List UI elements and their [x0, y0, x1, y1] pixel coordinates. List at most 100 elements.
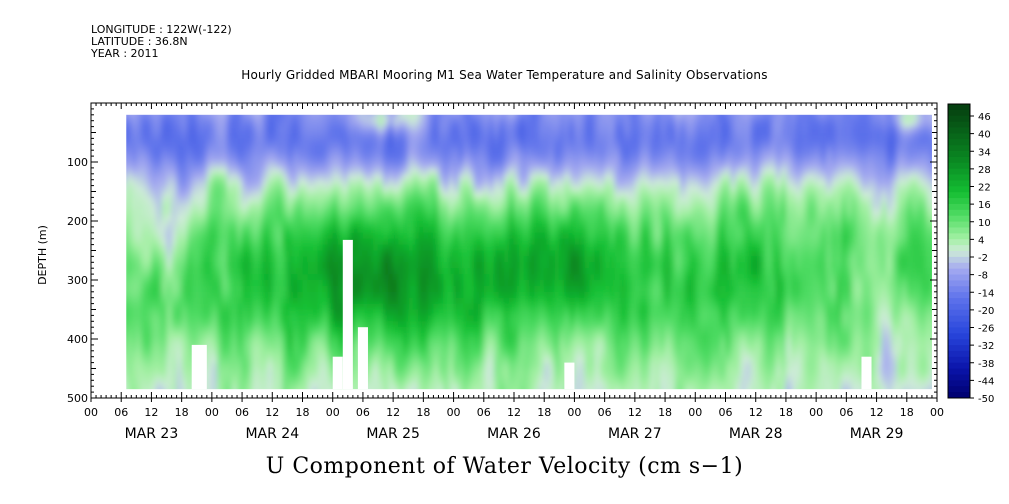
heatmap-cell: [151, 368, 158, 375]
heatmap-cell: [131, 120, 137, 128]
heatmap-cell: [332, 321, 339, 328]
heatmap-cell: [136, 162, 142, 169]
heatmap-cell: [503, 150, 510, 157]
heatmap-cell: [468, 368, 475, 375]
heatmap-cell: [196, 274, 203, 281]
heatmap-cell: [146, 285, 153, 293]
heatmap-cell: [559, 268, 565, 275]
heatmap-cell: [468, 244, 475, 252]
heatmap-cell: [579, 244, 586, 252]
heatmap-cell: [186, 333, 193, 340]
heatmap-cell: [418, 374, 424, 381]
heatmap-cell: [221, 285, 228, 293]
heatmap-cell: [589, 132, 596, 139]
heatmap-cell: [519, 150, 525, 157]
heatmap-cell: [604, 179, 611, 187]
heatmap-cell: [282, 321, 288, 328]
heatmap-cell: [267, 356, 273, 364]
heatmap-cell: [166, 274, 173, 281]
heatmap-cell: [433, 256, 440, 263]
heatmap-cell: [161, 350, 168, 358]
heatmap-cell: [247, 321, 253, 328]
heatmap-cell: [267, 215, 273, 222]
heatmap-cell: [322, 321, 329, 328]
heatmap-cell: [388, 268, 394, 275]
heatmap-cell: [549, 374, 555, 381]
heatmap-cell: [438, 132, 445, 139]
heatmap-cell: [292, 244, 299, 252]
heatmap-cell: [176, 250, 183, 257]
heatmap-cell: [574, 380, 581, 387]
heatmap-cell: [534, 280, 540, 287]
heatmap-cell: [352, 350, 359, 358]
heatmap-cell: [534, 173, 540, 181]
heatmap-cell: [181, 327, 188, 334]
heatmap-cell: [196, 120, 203, 128]
heatmap-cell: [418, 315, 424, 322]
heatmap-cell: [398, 221, 404, 228]
heatmap-cell: [604, 268, 611, 275]
heatmap-cell: [503, 209, 510, 216]
heatmap-cell: [629, 209, 636, 216]
heatmap-cell: [604, 262, 611, 269]
heatmap-cell: [221, 150, 228, 157]
heatmap-cell: [247, 215, 253, 222]
heatmap-cell: [539, 156, 545, 163]
heatmap-cell: [413, 268, 419, 275]
heatmap-cell: [614, 380, 621, 387]
heatmap-cell: [519, 262, 525, 269]
heatmap-cell: [151, 191, 158, 198]
heatmap-cell: [539, 250, 545, 257]
heatmap-cell: [393, 256, 399, 263]
heatmap-cell: [604, 244, 611, 252]
heatmap-cell: [624, 362, 631, 370]
heatmap-cell: [584, 173, 591, 181]
heatmap-cell: [282, 156, 288, 163]
heatmap-cell: [257, 327, 263, 334]
heatmap-cell: [161, 226, 168, 234]
heatmap-cell: [247, 368, 253, 375]
heatmap-cell: [367, 156, 374, 163]
heatmap-cell: [549, 291, 555, 299]
heatmap-cell: [201, 215, 208, 222]
heatmap-cell: [242, 244, 248, 252]
heatmap-cell: [161, 303, 168, 311]
heatmap-cell: [609, 285, 616, 293]
heatmap-cell: [559, 274, 565, 281]
heatmap-cell: [357, 250, 364, 257]
heatmap-cell: [322, 280, 329, 287]
heatmap-cell: [423, 362, 429, 370]
heatmap-cell: [589, 374, 596, 381]
heatmap-cell: [332, 262, 339, 269]
heatmap-cell: [201, 285, 208, 293]
heatmap-cell: [453, 167, 460, 175]
heatmap-cell: [594, 297, 601, 305]
heatmap-cell: [342, 126, 349, 134]
heatmap-cell: [388, 197, 394, 204]
heatmap-cell: [539, 327, 545, 334]
heatmap-cell: [544, 362, 550, 370]
heatmap-cell: [171, 368, 178, 375]
heatmap-cell: [211, 232, 218, 240]
heatmap-cell: [166, 238, 173, 246]
heatmap-cell: [297, 350, 304, 358]
heatmap-cell: [337, 114, 344, 122]
heatmap-cell: [232, 221, 238, 228]
heatmap-cell: [166, 315, 173, 322]
heatmap-cell: [388, 191, 394, 198]
heatmap-cell: [201, 197, 208, 204]
heatmap-cell: [614, 114, 621, 122]
heatmap-cell: [448, 126, 455, 134]
heatmap-cell: [262, 362, 268, 370]
heatmap-cell: [312, 120, 319, 128]
heatmap-cell: [221, 339, 228, 346]
heatmap-cell: [161, 274, 168, 281]
heatmap-cell: [362, 291, 369, 299]
heatmap-cell: [292, 362, 299, 370]
heatmap-cell: [534, 215, 540, 222]
heatmap-cell: [589, 297, 596, 305]
heatmap-cell: [393, 232, 399, 240]
heatmap-cell: [322, 156, 329, 163]
heatmap-cell: [242, 344, 248, 352]
heatmap-cell: [221, 138, 228, 145]
